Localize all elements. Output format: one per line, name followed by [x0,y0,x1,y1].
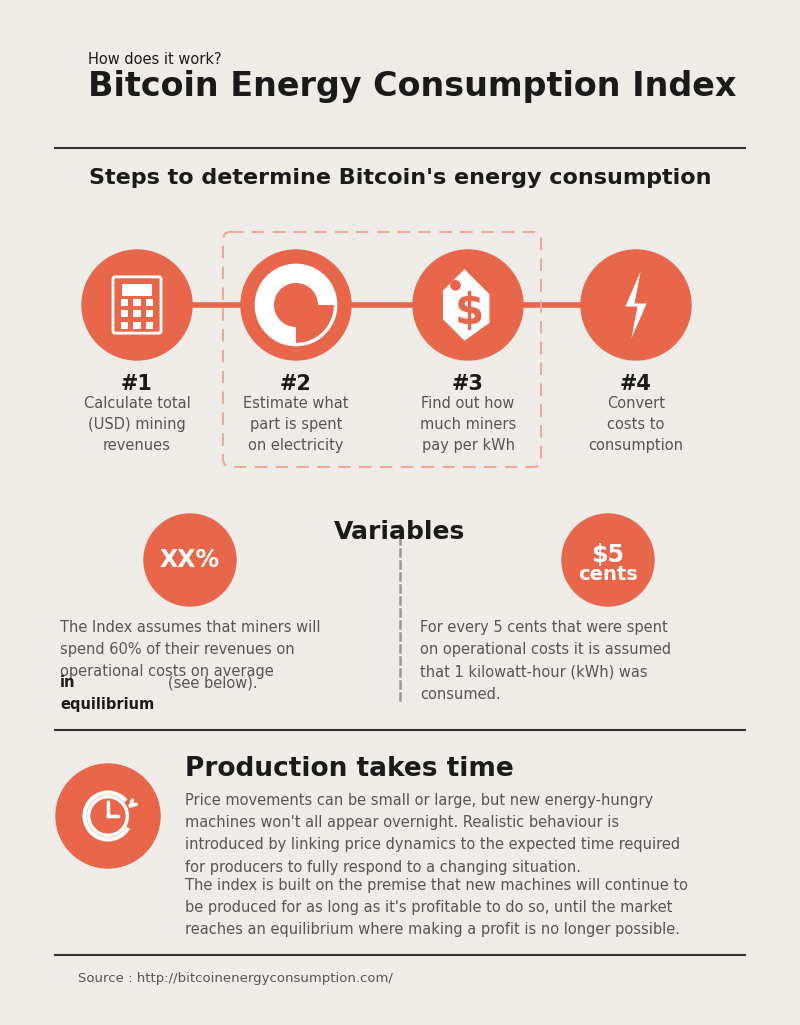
Bar [146,322,153,329]
Text: XX%: XX% [160,548,220,572]
Text: #4: #4 [620,374,652,394]
Text: Production takes time: Production takes time [185,756,514,782]
Text: The Index assumes that miners will
spend 60% of their revenues on
operational co: The Index assumes that miners will spend… [60,620,321,680]
Text: The index is built on the premise that new machines will continue to
be produced: The index is built on the premise that n… [185,878,688,938]
Text: Bitcoin Energy Consumption Index: Bitcoin Energy Consumption Index [88,70,736,102]
Bar [122,284,152,295]
Circle shape [562,514,654,606]
Polygon shape [443,270,490,340]
Text: Variables: Variables [334,520,466,544]
Circle shape [241,250,351,360]
Circle shape [144,514,236,606]
Circle shape [56,764,160,868]
Circle shape [451,281,460,290]
Text: Steps to determine Bitcoin's energy consumption: Steps to determine Bitcoin's energy cons… [89,168,711,188]
Text: Source : http://bitcoinenergyconsumption.com/: Source : http://bitcoinenergyconsumption… [78,972,393,985]
Text: #1: #1 [121,374,153,394]
Text: Price movements can be small or large, but new energy-hungry
machines won't all : Price movements can be small or large, b… [185,793,680,874]
Circle shape [581,250,691,360]
Bar [146,299,153,305]
Circle shape [82,250,192,360]
Text: in
equilibrium: in equilibrium [60,675,154,712]
Text: Convert
costs to
consumption: Convert costs to consumption [589,396,683,453]
Bar [134,299,141,305]
Text: #2: #2 [280,374,312,394]
Text: #3: #3 [452,374,484,394]
Bar [121,322,128,329]
Text: How does it work?: How does it work? [88,52,222,67]
Polygon shape [626,272,646,338]
Text: $5: $5 [591,543,625,567]
Text: $: $ [455,291,485,333]
Circle shape [413,250,523,360]
Text: cents: cents [578,565,638,583]
Text: Find out how
much miners
pay per kWh: Find out how much miners pay per kWh [420,396,516,453]
Text: For every 5 cents that were spent
on operational costs it is assumed
that 1 kilo: For every 5 cents that were spent on ope… [420,620,671,701]
Text: Calculate total
(USD) mining
revenues: Calculate total (USD) mining revenues [84,396,190,453]
Text: (see below).: (see below). [80,675,258,690]
Bar [121,299,128,305]
Bar [146,311,153,318]
Wedge shape [274,283,318,327]
Bar [134,311,141,318]
Bar [121,311,128,318]
Text: Estimate what
part is spent
on electricity: Estimate what part is spent on electrici… [243,396,349,453]
Bar [134,322,141,329]
Wedge shape [257,265,336,344]
